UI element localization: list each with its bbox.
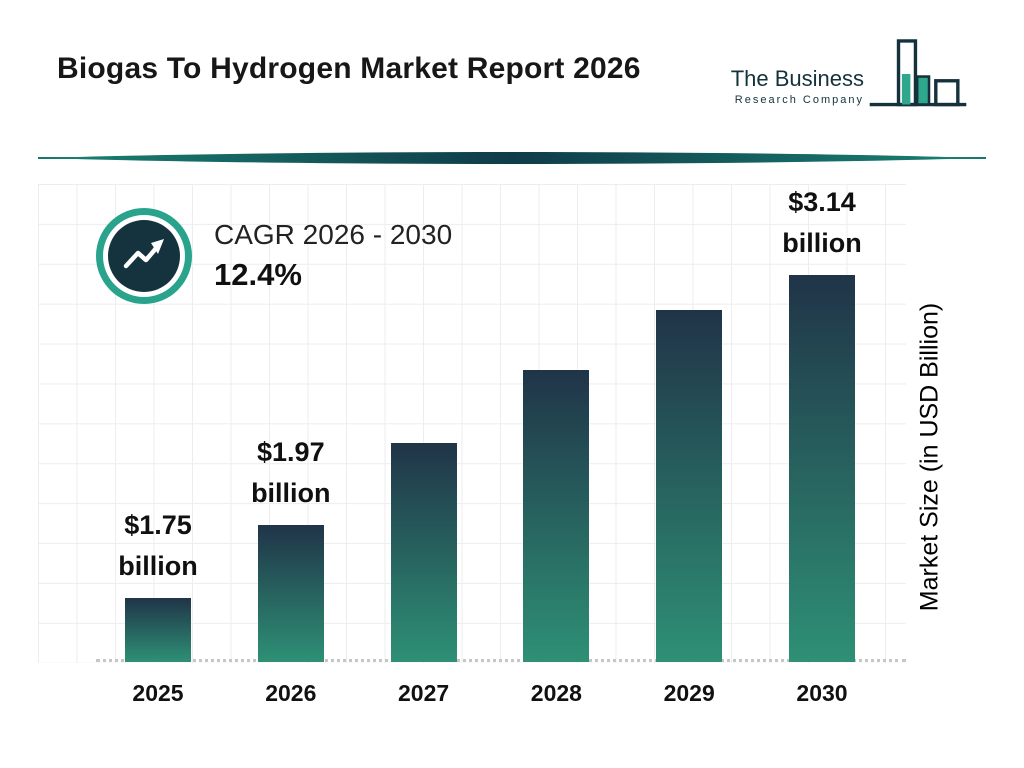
x-axis-label-2026: 2026: [265, 680, 317, 706]
logo-subtitle: Research Company: [734, 94, 864, 106]
bar-column-2025: $1.75 billion 2025: [118, 182, 197, 706]
x-axis-label-2029: 2029: [663, 680, 715, 706]
logo-text: The Business Research Company: [731, 66, 864, 106]
header-divider: [0, 148, 1024, 168]
bar-chart: $1.75 billion 2025 $1.97 billion 2026 2027 2028…: [118, 182, 861, 706]
bar-2026: [257, 525, 324, 662]
bar-value-label: $3.14 billion: [782, 187, 862, 258]
bar-2027: [390, 443, 457, 662]
cagr-period-label: CAGR 2026 - 2030: [214, 219, 453, 250]
y-axis-title: Market Size (in USD Billion): [915, 302, 944, 612]
logo-name: The Business: [730, 66, 864, 91]
logo-bar-chart-icon: [868, 38, 968, 115]
trend-arrow-icon: [96, 208, 192, 304]
bar-column-2027: 2027: [390, 182, 457, 706]
cagr-text: CAGR 2026 - 2030 12.4%: [214, 219, 452, 293]
bar-column-2029: 2029: [656, 182, 723, 706]
bar-2029: [656, 310, 723, 662]
x-axis-label-2025: 2025: [132, 680, 184, 706]
x-axis-baseline: [96, 659, 906, 662]
bar-column-2028: 2028: [523, 182, 590, 706]
bar-2030: [788, 275, 855, 662]
x-axis-label-2030: 2030: [796, 680, 848, 706]
bar-value-label: $1.75 billion: [118, 510, 198, 581]
page-title: Biogas To Hydrogen Market Report 2026: [57, 52, 641, 85]
cagr-value: 12.4%: [214, 257, 302, 292]
x-axis-label-2027: 2027: [398, 680, 450, 706]
bar-value-label: $1.97 billion: [251, 437, 331, 508]
company-logo: The Business Research Company: [731, 38, 968, 115]
bar-2028: [523, 370, 590, 662]
bar-column-2026: $1.97 billion 2026: [251, 182, 330, 706]
bar-column-2030: $3.14 billion 2030: [782, 182, 861, 706]
cagr-badge: CAGR 2026 - 2030 12.4%: [96, 208, 452, 304]
bar-2025: [125, 598, 191, 662]
x-axis-label-2028: 2028: [530, 680, 582, 706]
